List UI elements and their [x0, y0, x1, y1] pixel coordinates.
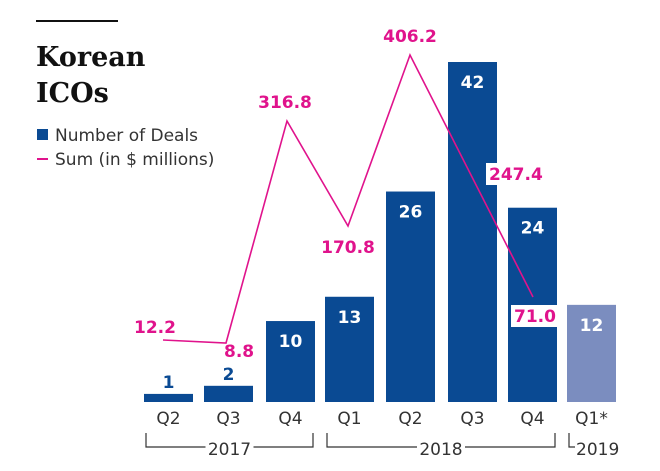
bar — [386, 191, 435, 402]
sum-value-label: 170.8 — [321, 238, 375, 258]
x-axis-ticks: Q2 Q3 Q4 Q1 Q2 Q3 Q4 Q1* — [156, 409, 607, 429]
sum-value-label: 406.2 — [383, 27, 437, 47]
x-tick-label: Q4 — [520, 409, 544, 429]
chart-title-line-2: ICOs — [36, 78, 109, 109]
legend: Number of Deals Sum (in $ millions) — [37, 126, 214, 170]
legend-label-sum: Sum (in $ millions) — [55, 150, 214, 170]
sum-line — [162, 52, 534, 344]
year-bracket — [568, 433, 575, 448]
x-tick-label: Q3 — [216, 409, 240, 429]
sum-value-label: 12.2 — [134, 318, 176, 338]
legend-marker-deals — [37, 129, 48, 140]
bar — [508, 207, 557, 402]
bar-value-label: 24 — [521, 219, 545, 239]
sum-value-label: 316.8 — [258, 93, 312, 113]
x-tick-label: Q1 — [337, 409, 361, 429]
year-label: 2017 — [208, 440, 251, 460]
sum-value-label: 247.4 — [489, 165, 543, 185]
line-label-background — [486, 163, 545, 185]
year-label: 2019 — [576, 440, 619, 460]
bar-value-label: 26 — [399, 203, 423, 223]
year-bracket — [326, 433, 556, 448]
x-tick-label: Q1* — [575, 409, 608, 429]
bar-value-label: 12 — [580, 316, 604, 336]
bar-value-label: 1 — [163, 373, 175, 393]
chart-title-line-1: Korean — [36, 42, 146, 73]
bar — [204, 385, 253, 402]
year-bracket — [145, 433, 314, 448]
year-label: 2018 — [419, 440, 462, 460]
line-series — [162, 52, 534, 344]
year-groups: 2017 2018 2019 — [145, 433, 619, 460]
sum-value-label: 8.8 — [224, 342, 254, 362]
line-label-background — [511, 305, 559, 327]
x-tick-label: Q2 — [156, 409, 180, 429]
bar — [266, 321, 315, 402]
bar — [567, 304, 616, 402]
bar-value-label: 42 — [461, 73, 485, 93]
x-tick-label: Q4 — [278, 409, 302, 429]
bar-value-label: 2 — [223, 365, 235, 385]
bar — [325, 296, 374, 402]
bar — [448, 62, 497, 402]
sum-value-label: 71.0 — [514, 307, 556, 327]
bar-value-label: 13 — [338, 308, 362, 328]
x-tick-label: Q3 — [460, 409, 484, 429]
x-tick-label: Q2 — [398, 409, 422, 429]
bar-value-label: 10 — [279, 332, 303, 352]
line-labels: 12.2 8.8 316.8 170.8 406.2 247.4 71.0 — [134, 27, 559, 362]
legend-label-deals: Number of Deals — [55, 126, 198, 146]
bar — [144, 393, 193, 402]
